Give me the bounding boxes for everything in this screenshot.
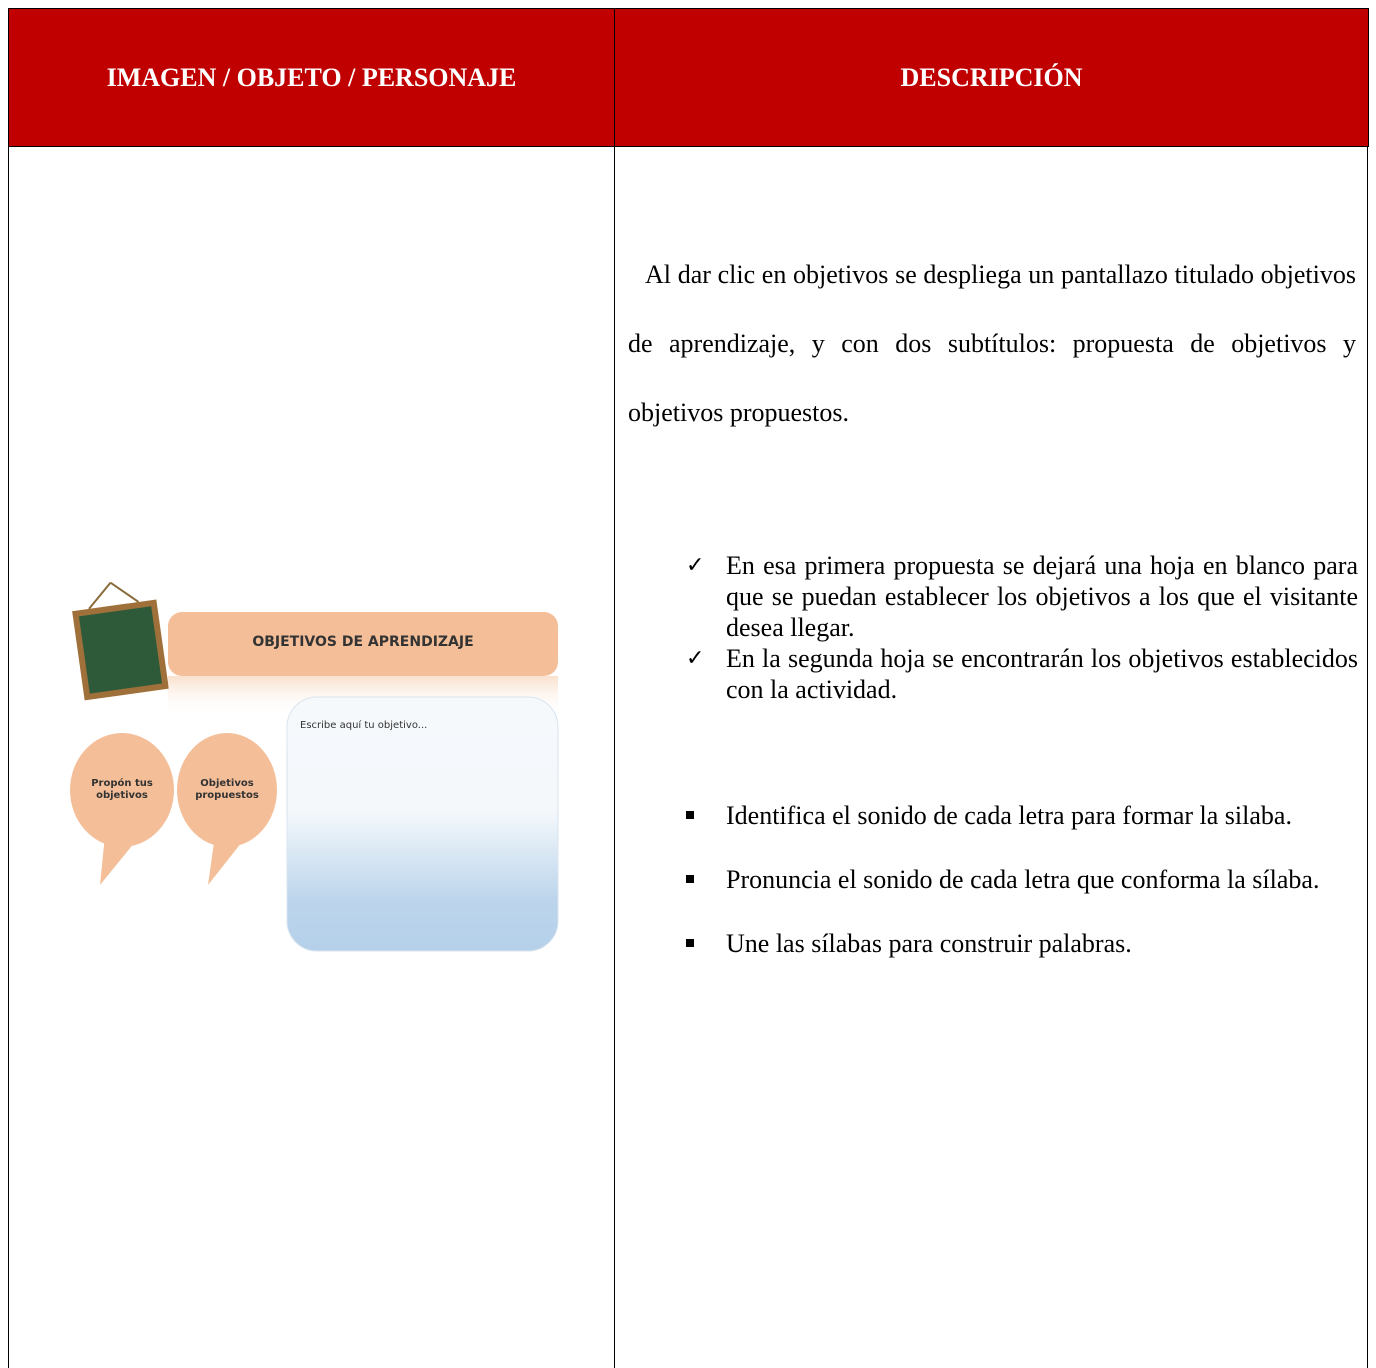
speech-bubble[interactable]: Objetivos propuestos [177,733,277,885]
button-label: Propón tus [91,777,153,789]
button-label-line: objetivos [96,790,148,801]
check-list: En esa primera propuesta se dejará una h… [686,550,1358,705]
border [8,147,9,1368]
check-item: En esa primera propuesta se dejará una h… [686,550,1358,643]
title-banner [168,612,558,676]
screenshot-image: OBJETIVOS DE APRENDIZAJE Escribe aquí tu… [70,581,559,952]
speech-bubble[interactable]: Propón tus objetivos [70,733,174,885]
chalkboard [72,581,169,701]
description-paragraph: Al dar clic en objetivos se despliega un… [628,260,1356,427]
banner-title: OBJETIVOS DE APRENDIZAJE [252,634,473,650]
button-label-line: propuestos [195,790,259,801]
border [1367,147,1368,1368]
bullet-item: Une las sílabas para construir palabras. [686,928,1358,959]
header-cell: DESCRIPCIÓN [614,8,1369,147]
bullet-item: Pronuncia el sonido de cada letra que co… [686,864,1358,895]
header-text: IMAGEN / OBJETO / PERSONAJE [106,62,517,92]
button-label: Objetivos [200,778,253,789]
placeholder-text: Escribe aquí tu objetivo... [300,719,427,731]
text-box [286,696,559,952]
bullet-list: Identifica el sonido de cada letra para … [686,800,1358,992]
check-item: En la segunda hoja se encontrarán los ob… [686,643,1358,705]
border [614,147,615,1368]
header-text: DESCRIPCIÓN [900,62,1083,92]
header-cell: IMAGEN / OBJETO / PERSONAJE [8,8,615,147]
bullet-item: Identifica el sonido de cada letra para … [686,800,1358,831]
